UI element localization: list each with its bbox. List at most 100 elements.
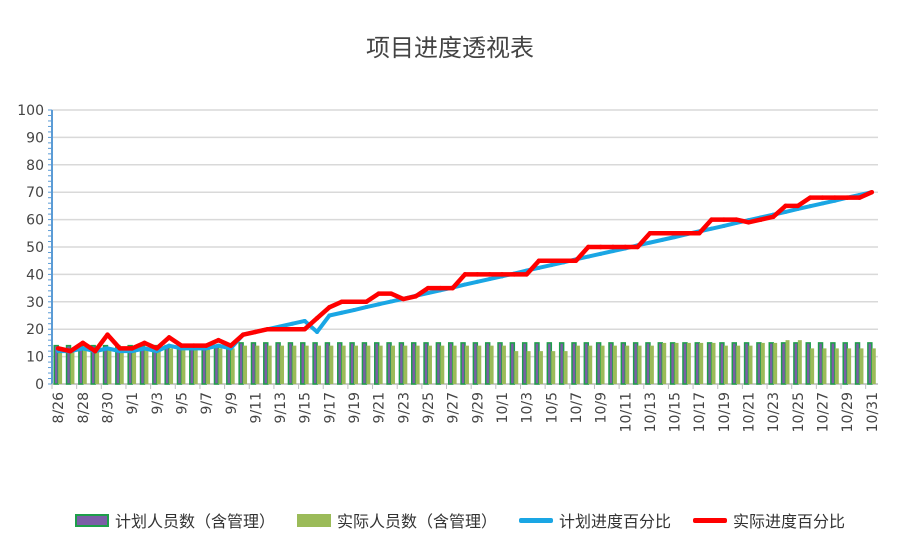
bar-planned-staff	[793, 342, 799, 385]
bar-actual-staff	[625, 345, 630, 384]
bar-planned-staff	[250, 342, 257, 385]
point-planned-progress	[820, 201, 825, 206]
bar-actual-staff	[144, 348, 149, 384]
bar-actual-staff	[538, 351, 543, 384]
point-actual-progress	[327, 305, 332, 310]
bar-actual-staff	[391, 345, 395, 384]
bar-actual-staff	[329, 345, 334, 384]
bar-actual-staff	[822, 348, 827, 384]
bar-actual-staff	[267, 345, 272, 384]
point-planned-progress	[709, 226, 714, 231]
point-planned-progress	[586, 254, 591, 259]
point-planned-progress	[352, 308, 357, 313]
point-actual-progress	[733, 217, 739, 222]
x-tick-label: 10/7	[569, 392, 585, 423]
point-actual-progress	[783, 203, 788, 209]
point-actual-progress	[709, 217, 714, 222]
bar-actual-staff	[575, 345, 580, 384]
point-actual-progress	[314, 315, 320, 321]
bar-actual-staff	[773, 342, 778, 384]
point-planned-progress	[376, 302, 381, 307]
bar-planned-staff	[189, 344, 195, 385]
bar-planned-staff	[324, 342, 331, 385]
legend-swatch-planned-progress	[519, 517, 553, 523]
point-actual-progress	[647, 231, 653, 236]
bar-planned-staff	[645, 342, 651, 385]
point-planned-progress	[610, 249, 615, 254]
x-tick-label: 9/7	[199, 392, 215, 415]
x-tick-label: 10/23	[766, 392, 782, 432]
bar-actual-staff	[452, 345, 457, 384]
point-actual-progress	[857, 195, 862, 200]
legend-label: 实际人员数（含管理）	[336, 512, 497, 531]
x-tick-label: 9/11	[248, 392, 264, 423]
point-actual-progress	[92, 348, 98, 354]
bar-actual-staff	[243, 345, 248, 384]
point-actual-progress	[536, 258, 542, 263]
y-tick-label: 40	[26, 267, 44, 283]
bar-planned-staff	[410, 342, 417, 385]
point-planned-progress	[80, 346, 85, 351]
point-planned-progress	[598, 251, 603, 256]
point-actual-progress	[191, 343, 197, 348]
point-actual-progress	[598, 244, 603, 250]
point-actual-progress	[635, 244, 640, 250]
point-planned-progress	[808, 204, 813, 209]
bar-actual-staff	[686, 342, 691, 384]
point-actual-progress	[524, 272, 529, 277]
bar-actual-staff	[206, 348, 211, 384]
point-actual-progress	[807, 195, 813, 200]
bar-planned-staff	[78, 344, 84, 385]
bar-planned-staff	[201, 344, 207, 385]
point-actual-progress	[290, 326, 295, 332]
bar-actual-staff	[859, 348, 864, 384]
point-planned-progress	[290, 321, 295, 326]
bar-planned-staff	[558, 342, 565, 385]
point-actual-progress	[253, 329, 258, 335]
point-actual-progress	[339, 299, 344, 305]
bar-actual-staff	[871, 348, 876, 384]
point-actual-progress	[376, 291, 381, 296]
point-planned-progress	[647, 240, 652, 245]
bar-actual-staff	[526, 351, 531, 384]
point-planned-progress	[302, 318, 307, 323]
point-actual-progress	[770, 214, 776, 220]
bar-actual-staff	[600, 345, 605, 384]
point-actual-progress	[450, 285, 455, 291]
bar-planned-staff	[509, 342, 516, 385]
bar-planned-staff	[780, 342, 787, 385]
point-actual-progress	[549, 258, 554, 263]
bar-planned-staff	[830, 342, 836, 385]
bar-planned-staff	[484, 342, 491, 385]
point-planned-progress	[142, 346, 147, 351]
y-tick-label: 30	[26, 295, 44, 311]
bar-planned-staff	[731, 342, 737, 385]
point-actual-progress	[117, 346, 123, 351]
point-actual-progress	[216, 337, 221, 343]
point-planned-progress	[721, 223, 726, 228]
bar-planned-staff	[361, 342, 368, 385]
point-actual-progress	[696, 231, 702, 236]
x-tick-label: 10/9	[594, 392, 610, 423]
bar-actual-staff	[649, 345, 654, 384]
bar-planned-staff	[423, 342, 429, 385]
point-actual-progress	[302, 326, 307, 332]
bar-actual-staff	[403, 345, 408, 384]
y-tick-label: 50	[26, 240, 44, 256]
bar-planned-staff	[719, 342, 725, 385]
point-planned-progress	[216, 343, 221, 348]
bar-actual-staff	[341, 345, 346, 384]
x-tick-label: 9/3	[150, 392, 166, 415]
point-actual-progress	[561, 258, 566, 263]
x-tick-label: 8/30	[100, 392, 116, 423]
bar-planned-staff	[275, 342, 281, 385]
point-planned-progress	[672, 235, 677, 240]
x-tick-label: 10/5	[544, 392, 560, 423]
point-actual-progress	[610, 244, 616, 250]
y-tick-label: 60	[26, 213, 44, 229]
bar-planned-staff	[521, 342, 528, 385]
x-tick-label: 9/21	[372, 392, 388, 423]
x-tick-label: 9/19	[347, 392, 363, 423]
y-tick-label: 80	[26, 158, 44, 174]
